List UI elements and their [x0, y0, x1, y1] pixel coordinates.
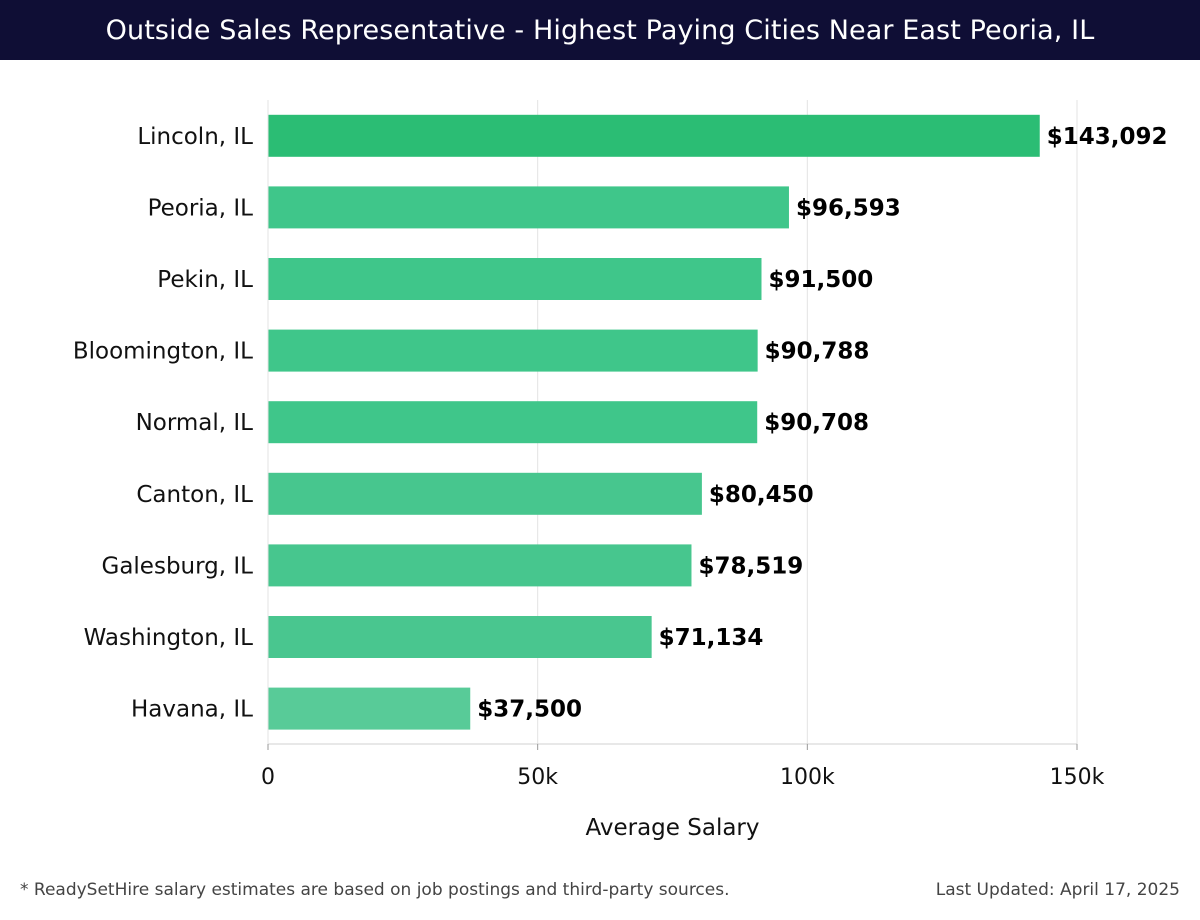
bar	[268, 544, 692, 587]
x-tick-label: 150k	[1050, 765, 1105, 790]
category-label: Bloomington, IL	[73, 339, 253, 365]
bar	[268, 687, 471, 730]
x-tick-label: 100k	[780, 765, 835, 790]
category-label: Pekin, IL	[157, 267, 253, 293]
category-label: Havana, IL	[131, 697, 253, 723]
bar	[268, 114, 1040, 157]
x-tick-label: 50k	[517, 765, 558, 790]
bar	[268, 186, 789, 229]
bar	[268, 258, 762, 300]
category-label: Galesburg, IL	[102, 553, 254, 579]
bar	[268, 329, 758, 372]
category-label: Lincoln, IL	[137, 124, 253, 150]
value-label: $71,134	[659, 625, 764, 651]
value-label: $78,519	[698, 553, 803, 579]
bar	[268, 401, 758, 444]
last-updated: Last Updated: April 17, 2025	[935, 880, 1180, 900]
category-label: Canton, IL	[136, 482, 253, 508]
chart-title: Outside Sales Representative - Highest P…	[0, 0, 1200, 60]
value-label: $91,500	[768, 267, 873, 293]
value-label: $96,593	[796, 195, 901, 221]
value-label: $90,708	[764, 410, 869, 436]
value-label: $143,092	[1047, 124, 1168, 150]
bar	[268, 472, 702, 515]
value-label: $37,500	[477, 697, 582, 723]
x-axis-title: Average Salary	[585, 815, 759, 841]
category-label: Washington, IL	[84, 625, 254, 651]
footer-note: * ReadySetHire salary estimates are base…	[20, 880, 730, 900]
value-label: $80,450	[709, 482, 814, 508]
x-tick-label: 0	[261, 765, 275, 790]
category-label: Normal, IL	[136, 410, 254, 436]
bar	[268, 616, 652, 658]
value-label: $90,788	[765, 339, 870, 365]
category-label: Peoria, IL	[148, 195, 254, 221]
